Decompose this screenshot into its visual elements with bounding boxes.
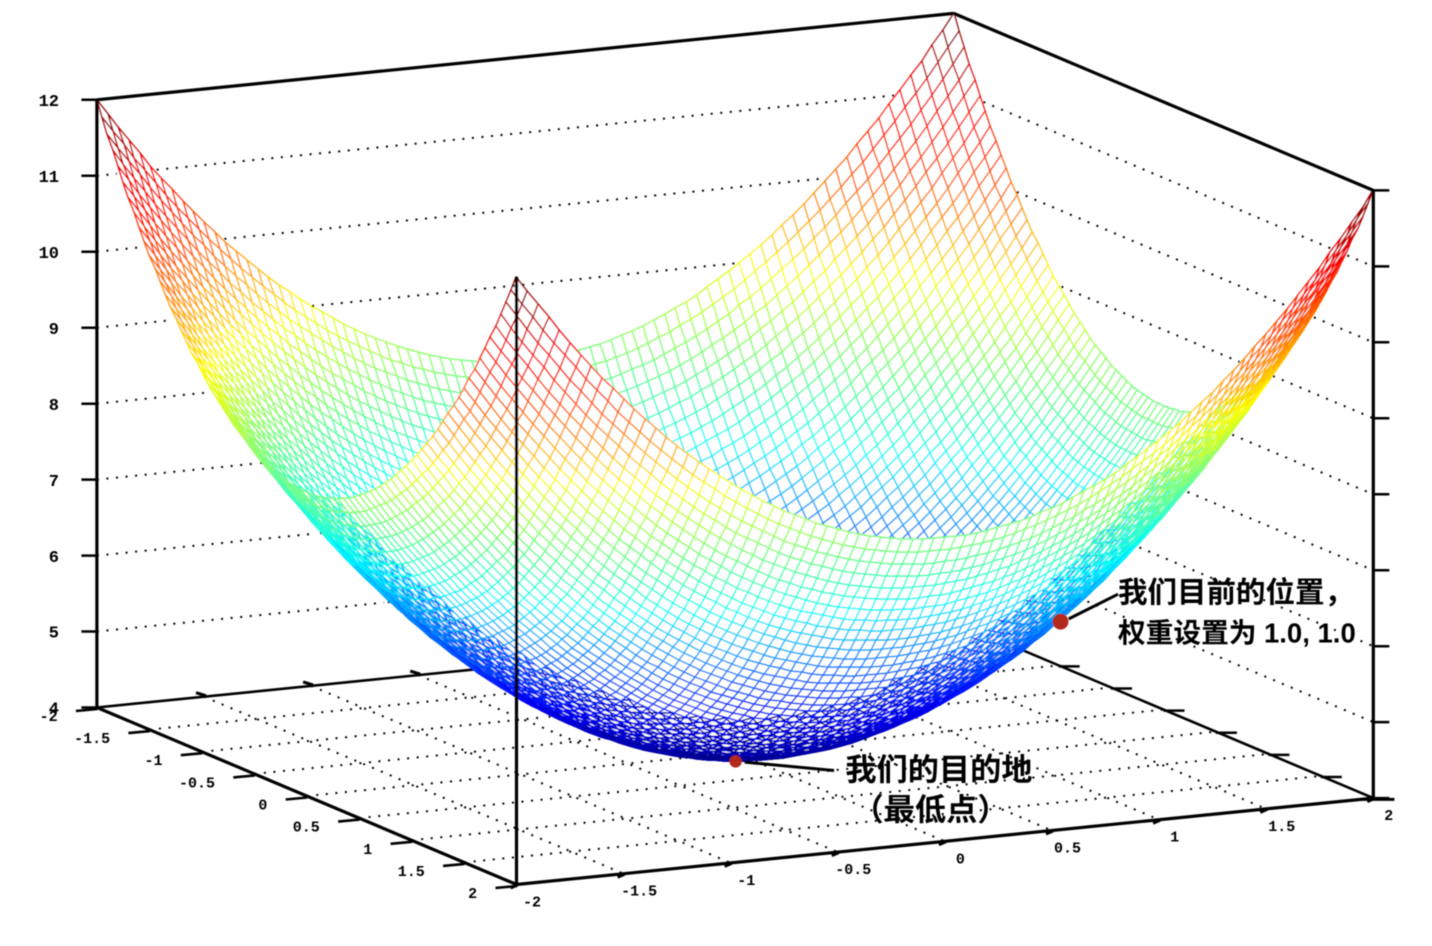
svg-text:-0.5: -0.5 [835,862,871,879]
svg-text:1.0, 1.0: 1.0, 1.0 [1264,618,1356,649]
svg-text:11: 11 [39,169,59,188]
svg-text:12: 12 [39,93,59,112]
svg-text:6: 6 [49,549,59,568]
svg-text:-2: -2 [523,895,541,912]
svg-text:2: 2 [468,886,477,903]
svg-text:1: 1 [363,842,372,859]
svg-text:1.5: 1.5 [1268,819,1295,836]
svg-text:-0.5: -0.5 [179,775,215,792]
svg-text:9: 9 [49,321,59,340]
svg-text:-2: -2 [40,709,58,726]
svg-text:0: 0 [956,851,965,868]
svg-text:1.5: 1.5 [398,864,425,881]
svg-text:-1.5: -1.5 [74,731,110,748]
svg-text:-1.5: -1.5 [621,884,657,901]
svg-text:5: 5 [49,625,59,644]
svg-text:0.5: 0.5 [1054,841,1081,858]
svg-text:4: 4 [49,701,59,720]
svg-text:0: 0 [258,798,267,815]
svg-text:8: 8 [49,397,59,416]
svg-text:7: 7 [49,473,59,492]
svg-text:1: 1 [1170,830,1179,847]
svg-text:-1: -1 [144,753,162,770]
svg-text:-1: -1 [737,873,755,890]
svg-text:2: 2 [1384,808,1393,825]
svg-text:0.5: 0.5 [293,820,320,837]
svg-text:10: 10 [39,245,59,264]
